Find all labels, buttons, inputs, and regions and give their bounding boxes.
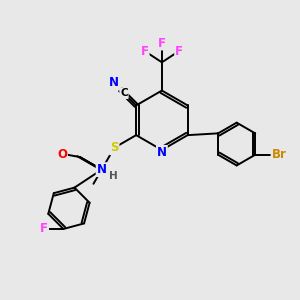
Text: N: N xyxy=(109,76,119,89)
Text: F: F xyxy=(141,44,148,58)
Text: N: N xyxy=(97,163,106,176)
Text: S: S xyxy=(110,141,118,154)
Text: C: C xyxy=(120,88,128,98)
Text: F: F xyxy=(158,37,166,50)
Text: N: N xyxy=(157,146,167,159)
Text: F: F xyxy=(40,223,48,236)
Text: H: H xyxy=(109,171,117,181)
Text: F: F xyxy=(175,44,183,58)
Text: O: O xyxy=(57,148,67,160)
Text: Br: Br xyxy=(272,148,286,161)
